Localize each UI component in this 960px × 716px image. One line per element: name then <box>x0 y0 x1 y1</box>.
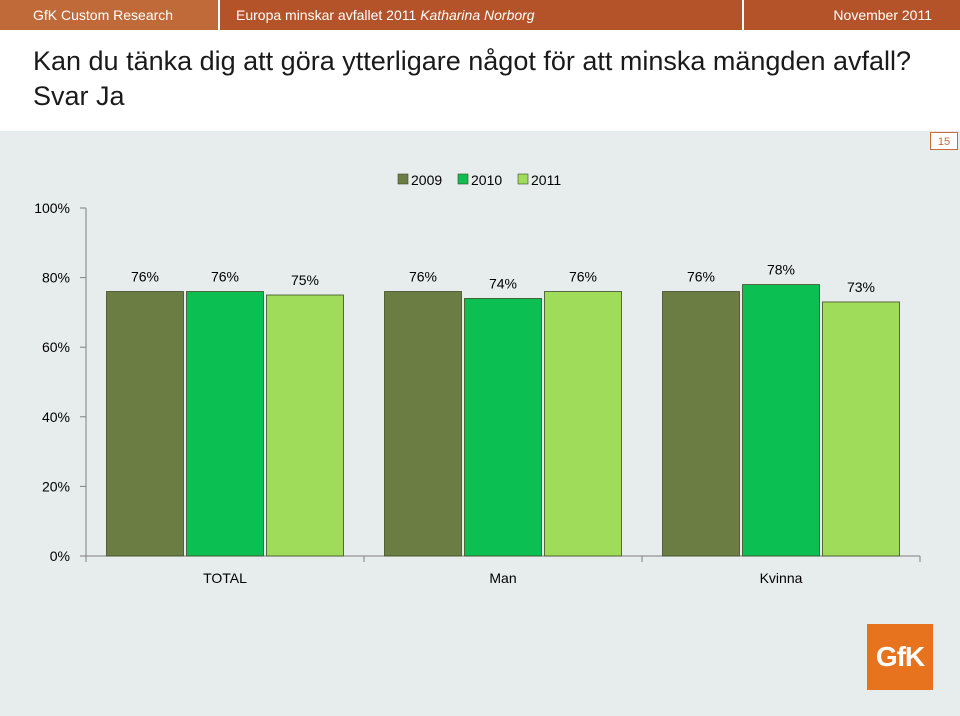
bar-2010-total <box>186 291 264 557</box>
header-report: Europa minskar avfallet 2011 Katharina N… <box>220 0 742 30</box>
header-company: GfK Custom Research <box>0 0 218 30</box>
legend-label-2010: 2010 <box>471 172 502 188</box>
header-report-title: Europa minskar avfallet 2011 <box>236 7 417 23</box>
slide-title: Kan du tänka dig att göra ytterligare nå… <box>33 46 912 111</box>
bar-2011-man <box>544 291 622 557</box>
data-label: 78% <box>767 262 795 278</box>
legend-swatch-2011 <box>517 173 529 185</box>
bar-2009-man <box>384 291 462 557</box>
y-tick-label: 0% <box>50 548 70 564</box>
y-tick-label: 60% <box>42 339 70 355</box>
data-label: 74% <box>489 275 517 291</box>
header-author: Katharina Norborg <box>420 7 535 23</box>
category-label: TOTAL <box>203 570 247 586</box>
y-tick-label: 20% <box>42 478 70 494</box>
y-tick-label: 80% <box>42 270 70 286</box>
bar-2009-kvinna <box>662 291 740 557</box>
y-tick-label: 40% <box>42 409 70 425</box>
category-label: Kvinna <box>760 570 803 586</box>
bar-2010-kvinna <box>742 284 820 557</box>
data-label: 76% <box>687 269 715 285</box>
bar-2009-total <box>106 291 184 557</box>
data-label: 76% <box>131 269 159 285</box>
bar-2010-man <box>464 298 542 557</box>
data-label: 76% <box>409 269 437 285</box>
category-label: Man <box>489 570 516 586</box>
legend-label-2009: 2009 <box>411 172 442 188</box>
data-label: 76% <box>211 269 239 285</box>
legend-label-2011: 2011 <box>531 172 561 188</box>
y-tick-label: 100% <box>34 200 70 216</box>
header-date: November 2011 <box>744 0 960 30</box>
header-bar: GfK Custom Research Europa minskar avfal… <box>0 0 960 30</box>
bar-2011-kvinna <box>822 301 900 557</box>
data-label: 76% <box>569 269 597 285</box>
legend-swatch-2010 <box>457 173 469 185</box>
data-label: 75% <box>291 272 319 288</box>
data-label: 73% <box>847 279 875 295</box>
gfk-logo: GfK <box>867 624 933 690</box>
bar-2011-total <box>266 294 344 557</box>
legend-swatch-2009 <box>397 173 409 185</box>
page-number: 15 <box>930 132 958 150</box>
